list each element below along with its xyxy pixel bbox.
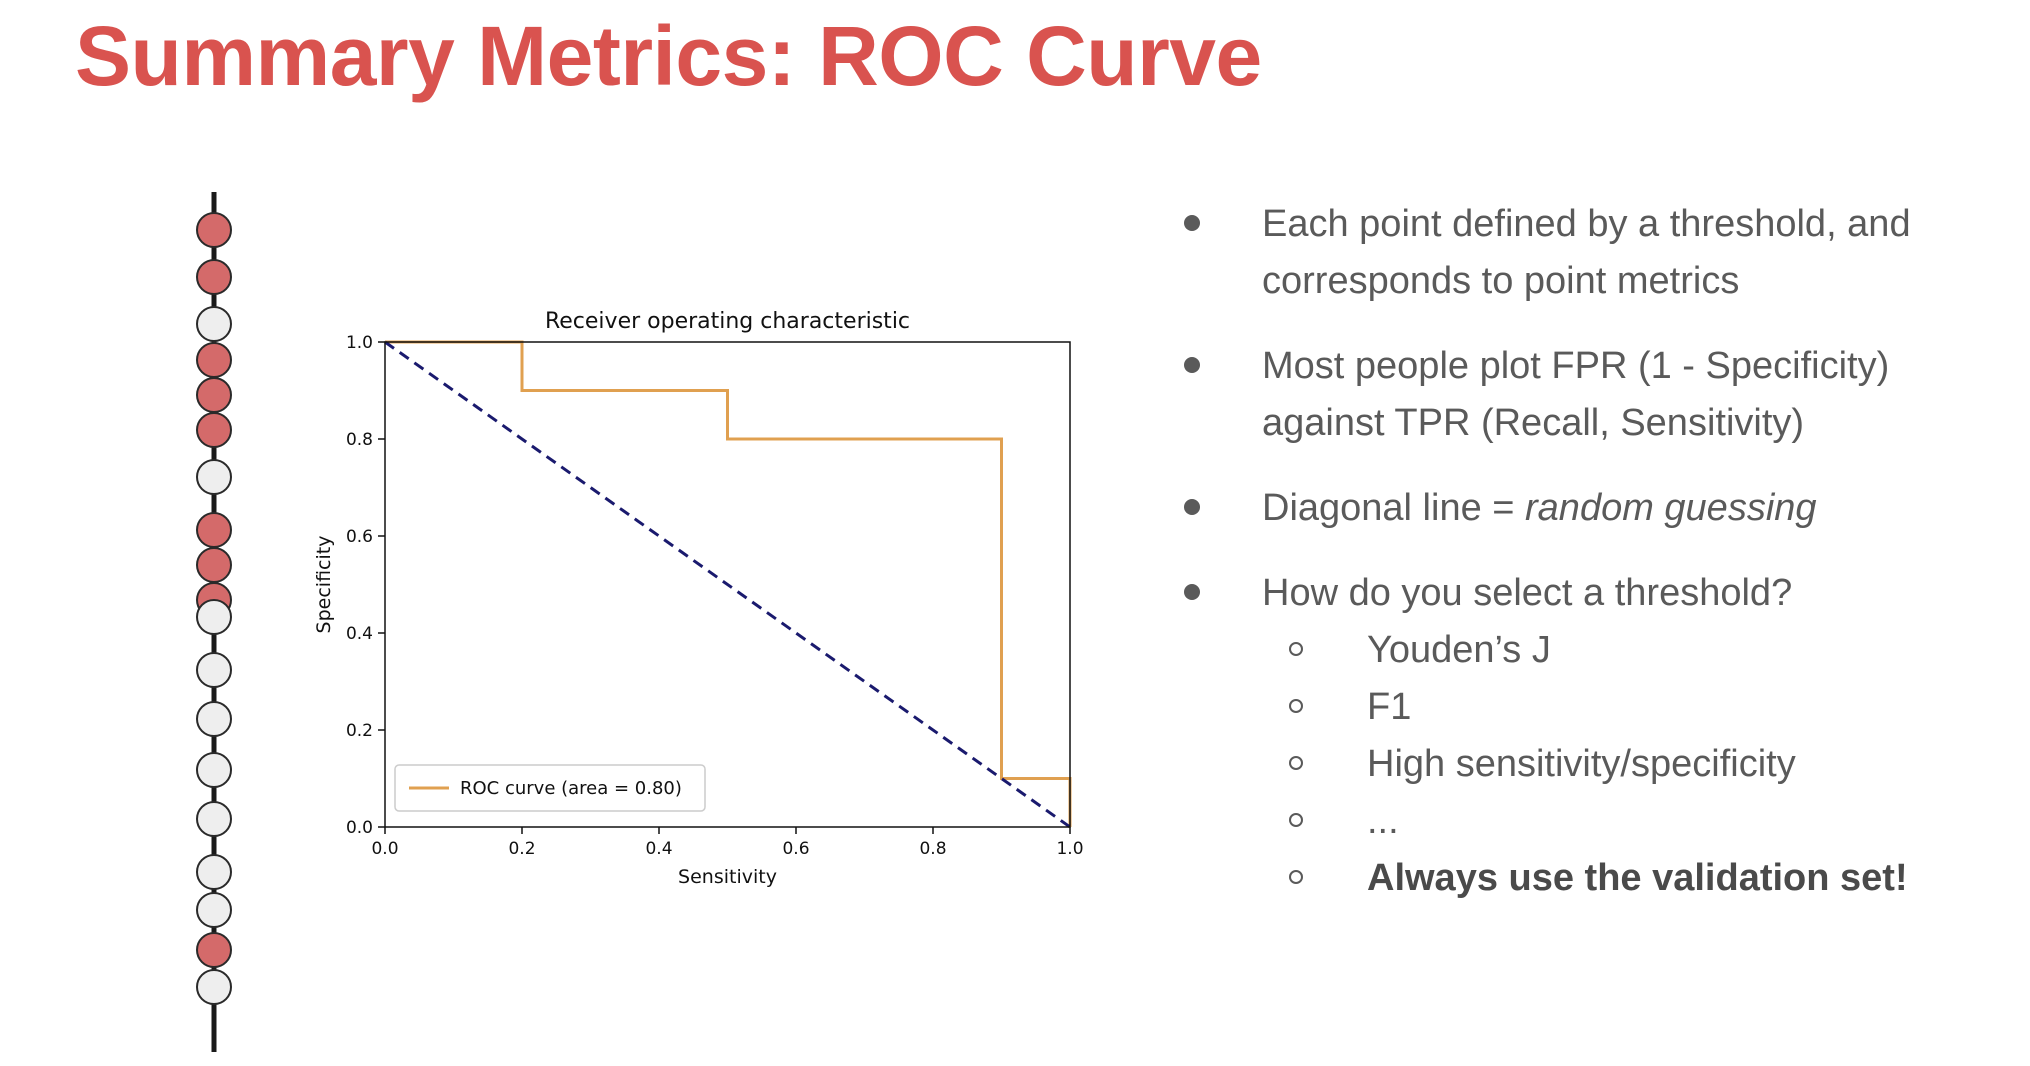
prediction-dot (196, 969, 232, 1005)
bullet-text-prefix: Diagonal line = (1262, 487, 1526, 529)
plot-frame (384, 341, 1071, 828)
bullet-diagonal: Diagonal line = random guessing (1180, 480, 2000, 537)
bullet-fpr-tpr: Most people plot FPR (1 - Specificity) a… (1180, 338, 2000, 452)
sub-bullet-text: High sensitivity/specificity (1367, 743, 1796, 785)
prediction-dot (196, 854, 232, 890)
prediction-dot (196, 752, 232, 788)
x-tick-label: 0.6 (782, 839, 809, 859)
bullet-text-emphasis: random guessing (1525, 487, 1817, 529)
prediction-dot (196, 892, 232, 928)
x-tick-label: 0.0 (371, 839, 398, 859)
chance-diagonal-line (384, 340, 1071, 829)
sub-bullet-text: Youden’s J (1367, 629, 1551, 671)
x-tick-label: 0.4 (645, 839, 672, 859)
prediction-dot (196, 259, 232, 295)
y-tick-label: 0.6 (346, 527, 373, 547)
sub-bullet-text: ... (1367, 800, 1399, 842)
prediction-dot (196, 599, 232, 635)
bullet-list: Each point defined by a threshold, and c… (1180, 196, 2000, 907)
prediction-dot (196, 459, 232, 495)
prediction-dot (196, 306, 232, 342)
sub-bullet-f1: F1 (1180, 679, 2000, 736)
bullet-text: Each point defined by a threshold, and c… (1262, 203, 1911, 302)
prediction-dot (196, 377, 232, 413)
y-tick-label: 0.8 (346, 430, 373, 450)
prediction-dot (196, 342, 232, 378)
y-axis-label: Specificity (313, 536, 335, 634)
prediction-dot (196, 652, 232, 688)
prediction-dot-strip (196, 192, 232, 1052)
prediction-dot (196, 801, 232, 837)
prediction-dot (196, 512, 232, 548)
x-tick-label: 0.2 (508, 839, 535, 859)
y-tick-label: 0.2 (346, 721, 373, 741)
sub-bullet-ellipsis: ... (1180, 793, 2000, 850)
sub-bullet-high-sens-spec: High sensitivity/specificity (1180, 736, 2000, 793)
sub-bullet-text-bold: Always use the validation set! (1367, 857, 1908, 899)
y-tick-label: 0.0 (346, 818, 373, 838)
bullet-threshold-points: Each point defined by a threshold, and c… (1180, 196, 2000, 310)
legend-box (394, 764, 706, 812)
y-tick-label: 0.4 (346, 624, 373, 644)
bullet-text: Most people plot FPR (1 - Specificity) a… (1262, 345, 1890, 444)
x-tick-label: 1.0 (1056, 839, 1083, 859)
chart-title: Receiver operating characteristic (545, 309, 910, 334)
prediction-dot (196, 547, 232, 583)
x-tick-label: 0.8 (919, 839, 946, 859)
x-axis-label: Sensitivity (678, 866, 777, 888)
prediction-dot (196, 932, 232, 968)
sub-bullet-text: F1 (1367, 686, 1412, 728)
roc-chart: Receiver operating characteristic 0.0 0.2 0… (313, 309, 1084, 888)
legend-label: ROC curve (area = 0.80) (460, 778, 682, 799)
slide-title: Summary Metrics: ROC Curve (75, 9, 1262, 103)
sub-bullet-validation: Always use the validation set! (1180, 850, 2000, 907)
roc-curve-line (385, 340, 1072, 827)
bullet-text: How do you select a threshold? (1262, 572, 1793, 614)
sub-bullet-youden: Youden’s J (1180, 622, 2000, 679)
prediction-dot (196, 701, 232, 737)
prediction-dot (196, 412, 232, 448)
y-tick-label: 1.0 (346, 333, 373, 353)
bullet-select-threshold: How do you select a threshold? (1180, 565, 2000, 622)
prediction-dot (196, 212, 232, 248)
